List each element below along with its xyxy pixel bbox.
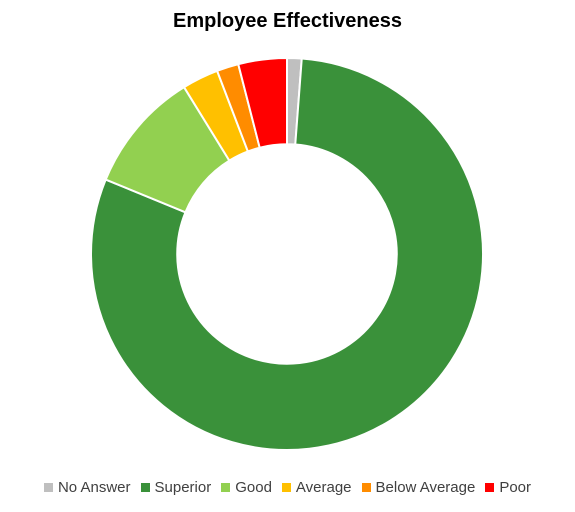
legend-label: Poor (499, 479, 532, 496)
legend-swatch (43, 483, 53, 492)
legend-item-superior: Superior (140, 479, 212, 496)
legend-swatch (361, 483, 371, 492)
legend-label: Below Average (375, 479, 476, 496)
legend-item-below-average: Below Average (361, 479, 476, 496)
legend-swatch (221, 483, 231, 492)
legend-label: Average (295, 479, 352, 496)
legend-label: Superior (154, 479, 212, 496)
legend-item-good: Good (221, 479, 272, 496)
legend-item-no-answer: No Answer (43, 479, 131, 496)
chart-title: Employee Effectiveness (173, 10, 402, 32)
legend-label: Good (235, 479, 272, 496)
legend-swatch (281, 483, 291, 492)
legend-label: No Answer (57, 479, 131, 496)
chart-legend: No Answer Superior Good Average Below Averag… (0, 479, 575, 496)
slice-poor (237, 56, 288, 149)
legend-item-average: Average (281, 479, 352, 496)
legend-item-poor: Poor (485, 479, 531, 496)
legend-swatch (140, 483, 150, 492)
slice-superior (90, 57, 484, 451)
legend-swatch (485, 483, 495, 492)
